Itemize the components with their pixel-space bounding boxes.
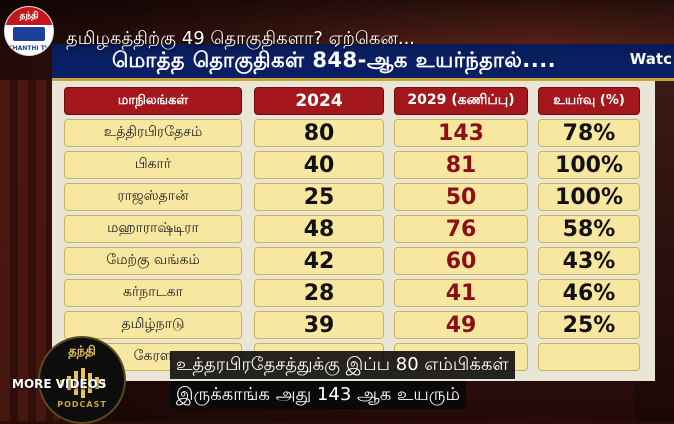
seats-2024-cell: 25 (254, 183, 384, 211)
state-cell: தமிழ்நாடு (64, 311, 242, 339)
channel-logo-sub: THANTHI TV (8, 45, 50, 52)
seats-2029-cell: 50 (394, 183, 528, 211)
podcast-subtitle: PODCAST (57, 400, 107, 409)
header-2024: 2024 (254, 87, 384, 115)
growth-cell: 100% (538, 151, 640, 179)
more-videos-button[interactable]: MORE VIDEOS (12, 377, 107, 391)
growth-cell: 25% (538, 311, 640, 339)
seats-2029-cell: 49 (394, 311, 528, 339)
growth-cell: 46% (538, 279, 640, 307)
header-states: மாநிலங்கள் (64, 87, 242, 115)
seats-2029-cell: 41 (394, 279, 528, 307)
subtitle-line-1: உத்தரபிரதேசத்துக்கு இப்ப 80 எம்பிக்கள் (170, 351, 515, 379)
growth-cell (538, 343, 640, 371)
seat-projection-table: மாநிலங்கள் 2024 2029 (கணிப்பு) உயர்வு (%… (52, 81, 655, 381)
growth-cell: 100% (538, 183, 640, 211)
growth-cell: 43% (538, 247, 640, 275)
state-cell: பிகார் (64, 151, 242, 179)
header-2029: 2029 (கணிப்பு) (394, 87, 528, 115)
channel-logo-text: தந்தி (5, 7, 53, 25)
podcast-title: தந்தி (68, 344, 96, 359)
state-cell: உத்திரபிரதேசம் (64, 119, 242, 147)
seats-2029-cell: 76 (394, 215, 528, 243)
sound-wave-icon (60, 368, 105, 398)
header-growth: உயர்வு (%) (538, 87, 640, 115)
seats-2024-cell: 39 (254, 311, 384, 339)
seats-2029-cell: 60 (394, 247, 528, 275)
state-cell: கர்நாடகா (64, 279, 242, 307)
growth-cell: 78% (538, 119, 640, 147)
state-cell: மேற்கு வங்கம் (64, 247, 242, 275)
video-title[interactable]: தமிழகத்திற்கு 49 தொகுதிகளா? ஏற்கென... (66, 28, 416, 49)
seats-2024-cell: 42 (254, 247, 384, 275)
channel-logo-mark (13, 27, 45, 41)
subtitle-line-2: இருக்காங்க அது 143 ஆக உயரும் (170, 381, 466, 409)
seats-2029-cell: 81 (394, 151, 528, 179)
seats-2024-cell: 48 (254, 215, 384, 243)
video-title-bar: தந்தி THANTHI TV தமிழகத்திற்கு 49 தொகுதி… (0, 0, 674, 60)
seats-2024-cell: 40 (254, 151, 384, 179)
state-cell: ராஜஸ்தான் (64, 183, 242, 211)
channel-avatar[interactable]: தந்தி THANTHI TV (4, 6, 54, 56)
seats-2024-cell: 80 (254, 119, 384, 147)
state-cell: மஹாராஷ்டிரா (64, 215, 242, 243)
growth-cell: 58% (538, 215, 640, 243)
seats-2029-cell: 143 (394, 119, 528, 147)
seats-2024-cell: 28 (254, 279, 384, 307)
